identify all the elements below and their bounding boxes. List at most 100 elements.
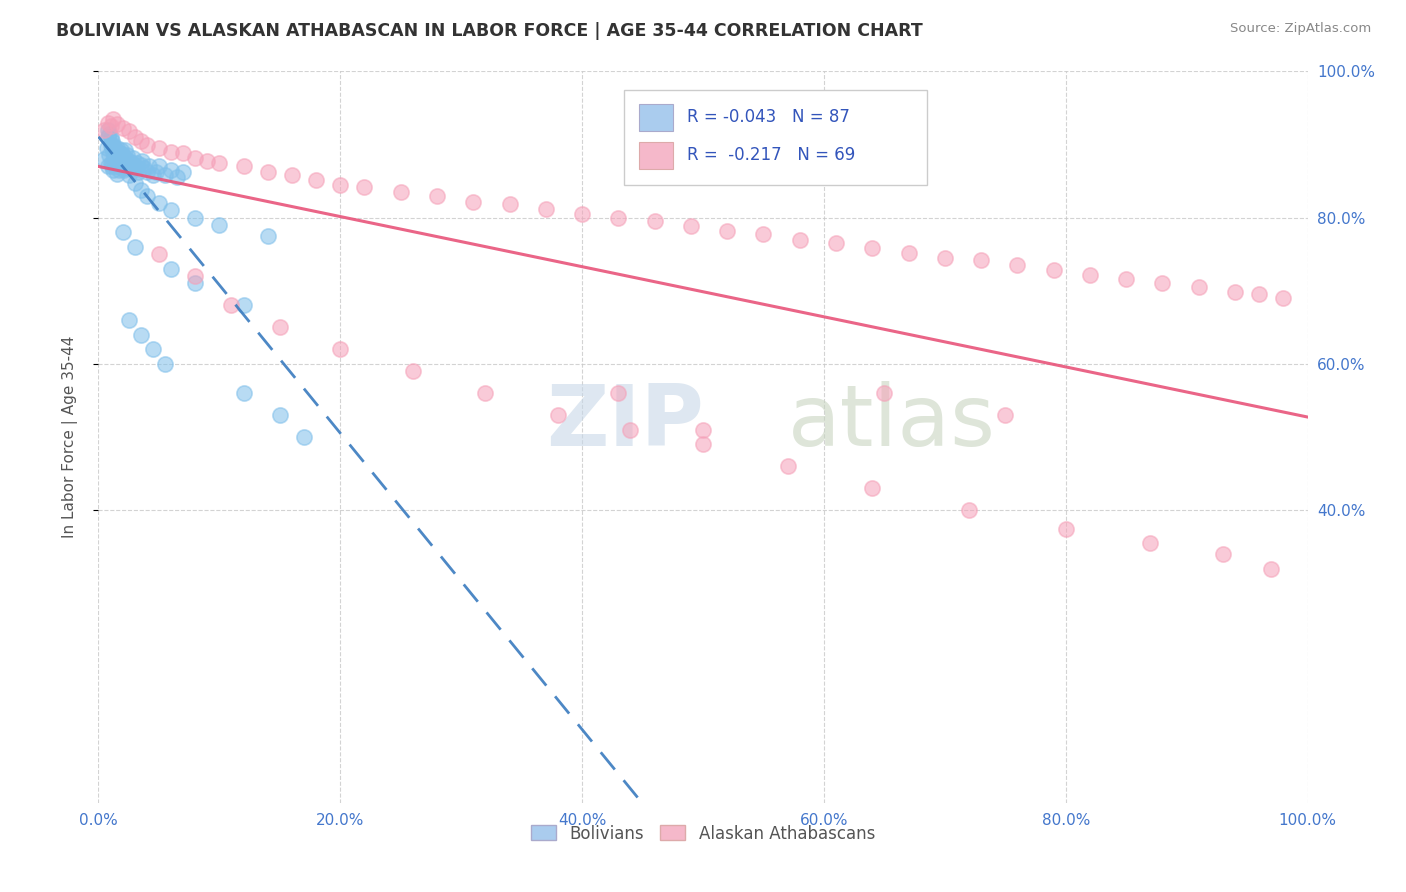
Point (110, 156, 132, 170)
Point (221, 298, 243, 312)
Point (329, 343, 352, 357)
Point (131, 153, 153, 168)
Point (129, 327, 152, 342)
Point (101, 137, 124, 152)
Point (148, 196, 170, 211)
Point (135, 188, 157, 202)
Point (124, 176, 146, 190)
Point (269, 320, 291, 334)
Point (498, 197, 520, 211)
Y-axis label: In Labor Force | Age 35-44: In Labor Force | Age 35-44 (62, 336, 77, 538)
Point (232, 160, 254, 174)
Point (108, 146, 131, 161)
Point (135, 165, 157, 179)
Point (104, 146, 127, 161)
Point (127, 156, 149, 170)
Text: BOLIVIAN VS ALASKAN ATHABASCAN IN LABOR FORCE | AGE 35-44 CORRELATION CHART: BOLIVIAN VS ALASKAN ATHABASCAN IN LABOR … (56, 22, 922, 40)
Point (1188, 280, 1211, 294)
Point (121, 156, 143, 170)
Point (571, 207, 593, 221)
Point (129, 158, 152, 172)
FancyBboxPatch shape (624, 90, 927, 185)
Point (100, 134, 122, 148)
Point (98, 148, 121, 162)
Point (184, 269, 207, 284)
Point (474, 386, 496, 401)
Point (112, 151, 135, 165)
Point (118, 153, 141, 168)
Point (679, 219, 702, 234)
Point (184, 211, 207, 225)
Point (100, 156, 122, 170)
Point (873, 386, 896, 401)
Point (463, 194, 485, 209)
Point (108, 156, 131, 170)
Point (148, 160, 170, 174)
Point (402, 364, 425, 378)
Point (716, 224, 738, 238)
Point (1054, 521, 1077, 535)
FancyBboxPatch shape (638, 142, 673, 169)
Point (134, 161, 156, 175)
Point (160, 163, 183, 178)
Point (117, 148, 139, 162)
Point (111, 148, 134, 162)
Text: atlas: atlas (787, 381, 995, 464)
Point (118, 313, 141, 327)
Point (138, 160, 160, 174)
Point (232, 298, 254, 312)
Point (1139, 536, 1161, 550)
Point (104, 148, 127, 162)
Point (281, 168, 304, 182)
Point (142, 343, 165, 357)
Point (389, 185, 412, 199)
Point (117, 161, 139, 175)
Point (127, 165, 149, 179)
Point (105, 141, 128, 155)
Point (107, 156, 129, 170)
Point (122, 151, 145, 165)
Point (148, 141, 170, 155)
Point (115, 152, 138, 166)
Point (105, 152, 128, 166)
Point (1042, 263, 1064, 277)
Point (96, 141, 118, 155)
Point (547, 408, 569, 422)
Point (994, 408, 1017, 422)
Point (752, 227, 775, 241)
Point (97, 160, 120, 174)
Point (100, 141, 122, 155)
Point (153, 357, 176, 371)
Point (107, 145, 129, 159)
Point (103, 141, 125, 155)
Point (1152, 277, 1174, 291)
Point (292, 430, 315, 444)
Point (108, 163, 131, 178)
Point (970, 253, 993, 268)
Point (269, 408, 291, 422)
Point (607, 211, 630, 225)
Point (172, 146, 194, 161)
Point (153, 168, 176, 182)
Point (329, 178, 352, 192)
Point (114, 144, 136, 158)
Point (195, 153, 218, 168)
Point (118, 158, 141, 172)
Point (145, 165, 167, 179)
Point (256, 228, 278, 243)
Point (208, 156, 231, 170)
Point (166, 170, 188, 185)
Point (860, 481, 883, 495)
Point (124, 240, 146, 254)
Point (118, 124, 141, 138)
Point (619, 423, 641, 437)
Point (825, 236, 848, 251)
Point (692, 423, 714, 437)
Point (934, 251, 956, 265)
Point (103, 152, 125, 166)
Point (93, 123, 115, 137)
Point (160, 203, 183, 218)
Point (98, 127, 121, 141)
Point (101, 112, 124, 126)
Point (105, 117, 128, 131)
